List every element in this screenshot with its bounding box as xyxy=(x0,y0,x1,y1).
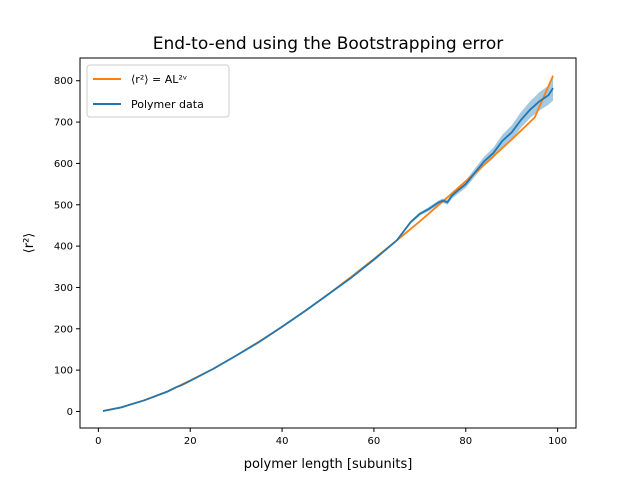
legend: ⟨r²⟩ = AL²ᵛ Polymer data xyxy=(86,64,230,118)
series-data-line xyxy=(102,87,554,412)
plot-area xyxy=(102,75,554,412)
y-tick-label: 400 xyxy=(54,242,73,253)
y-tick-label: 100 xyxy=(54,366,73,377)
x-axis-label: polymer length [subunits] xyxy=(244,457,413,472)
y-tick-label: 300 xyxy=(54,283,73,294)
x-tick-label: 0 xyxy=(95,436,101,447)
x-tick-label: 80 xyxy=(459,436,472,447)
x-tick-label: 60 xyxy=(368,436,381,447)
x-tick-label: 40 xyxy=(276,436,289,447)
y-tick-label: 800 xyxy=(54,76,73,87)
axes-frame xyxy=(79,57,577,429)
chart-title: End-to-end using the Bootstrapping error xyxy=(153,34,504,54)
y-tick-label: 700 xyxy=(54,118,73,129)
y-tick-label: 600 xyxy=(54,159,73,170)
x-tick-label: 20 xyxy=(184,436,197,447)
legend-box xyxy=(86,64,230,118)
y-tick-label: 0 xyxy=(67,407,73,418)
x-axis-ticks: 0 20 40 60 80 100 xyxy=(95,428,567,447)
y-tick-label: 500 xyxy=(54,200,73,211)
y-axis-ticks: 0 100 200 300 400 500 600 700 800 xyxy=(54,76,80,418)
legend-label-data: Polymer data xyxy=(131,98,204,111)
legend-label-fit: ⟨r²⟩ = AL²ᵛ xyxy=(131,73,187,86)
y-axis-label: ⟨r²⟩ xyxy=(22,233,37,254)
x-tick-label: 100 xyxy=(548,436,567,447)
y-tick-label: 200 xyxy=(54,324,73,335)
